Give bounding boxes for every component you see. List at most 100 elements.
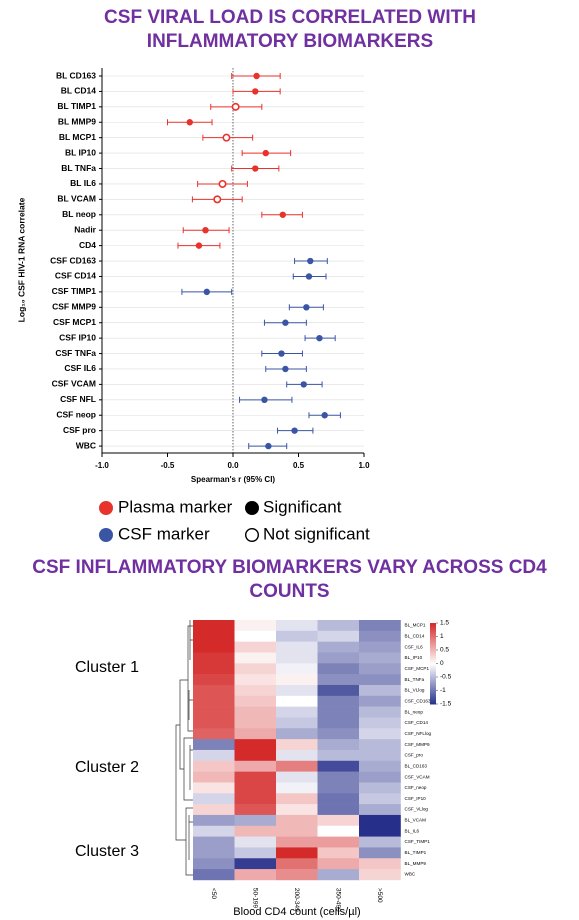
cluster-label: Cluster 1 [75,659,139,676]
colorbar-step [430,671,436,675]
colorbar-step [430,635,436,638]
legend-label: Not significant [263,524,370,543]
y-tick-label: BL VCAM [57,194,96,204]
heatmap-cell [359,706,401,718]
heatmap-cell [193,825,235,837]
heatmap-cell [234,869,277,881]
point [222,133,231,142]
heatmap-cell [193,620,235,632]
heatmap-cell [276,814,318,827]
colorbar-step [430,669,436,673]
row-label: CSF_MMP9 [405,742,430,747]
heatmap-cell [276,847,318,859]
point [252,88,259,95]
heatmap-cell [234,652,277,664]
y-tick-label: CSF CD14 [55,271,96,281]
row-label: CSF_pro [405,753,424,758]
heatmap-cell [193,684,235,697]
row-label: BL_neop [405,709,424,714]
row-label: CSF_neop [405,785,427,790]
heatmap-cell [359,804,401,816]
heatmap-cell [317,695,360,707]
forest-title: CSF VIRAL LOAD IS CORRELATED WITH INFLAM… [104,7,476,52]
x-tick-label: -0.5 [161,461,175,470]
heatmap-cell [359,782,401,794]
row-label: BL_MMP9 [405,861,427,866]
colorbar-step [430,693,436,697]
point [186,119,193,126]
y-tick-label: CSF TIMP1 [52,286,97,296]
heatmap-cell [317,728,360,740]
y-tick-label: CSF IL6 [64,363,96,373]
colorbar-step [430,679,436,683]
colorbar-step [430,627,436,630]
colorbar-step [430,685,436,689]
point [282,319,289,326]
heatmap-cell [276,674,318,686]
point [316,334,323,342]
point [278,350,285,357]
y-tick-label: CSF MCP1 [53,317,96,327]
legend-swatch [99,528,113,542]
colorbar-step [430,677,436,681]
colorbar-step [430,645,436,648]
heatmap-cell [234,793,277,805]
colorbar-label: -0.5 [440,674,452,681]
heatmap-cell [234,771,277,783]
heatmap-cell [317,706,360,718]
heatmap-cell [359,630,401,642]
heatmap-cell [234,858,277,870]
colorbar-label: 0.5 [440,647,449,654]
y-tick-label: CSF CD163 [50,255,96,265]
heatmap-cell [359,717,401,729]
heatmap-cell [317,760,360,772]
heatmap-cell [317,793,360,805]
colorbar-step [430,641,436,644]
heatmap-cell [359,739,401,751]
heatmap-cell [359,760,401,772]
heatmap-cell [193,760,235,772]
y-tick-label: CSF VCAM [52,379,96,389]
heatmap-cell [359,728,401,740]
row-label: CSF_VLlog [405,807,429,812]
heatmap-cell [234,663,277,675]
colorbar-step [430,639,436,642]
y-tick-label: CD4 [79,240,96,250]
y-tick-label: BL IL6 [70,178,96,188]
colorbar-step [430,699,436,703]
heatmap-cell [193,663,235,675]
heatmap-cell [317,630,360,642]
heatmap-cell [193,695,235,707]
heatmap-cell [359,836,401,848]
colorbar-step [430,657,436,660]
heatmap-cell [234,782,277,794]
point [303,304,310,311]
heatmap-cell [276,771,318,783]
row-label: BL_TNFa [405,677,425,682]
heatmap-cell [276,825,318,837]
colorbar-step [430,651,436,654]
legend-swatch [244,528,259,543]
y-tick-label: CSF NFL [60,394,96,404]
colorbar-step [430,661,436,664]
colorbar-step [430,683,436,687]
colorbar-step [430,673,436,677]
point [202,227,209,234]
heatmap-cell [359,652,401,664]
point [252,165,259,172]
x-tick-label: 1.0 [358,461,370,470]
heatmap-cell [234,836,277,848]
heatmap-cell [276,760,318,772]
heatmap-cell [193,836,235,848]
heatmap-cell [193,814,235,827]
colorbar-label: -1.5 [440,701,452,708]
heatmap-cell [276,804,318,816]
row-label: CSF_TIMP1 [405,839,431,844]
heatmap-cell [359,620,401,632]
heatmap-cell [276,782,318,794]
heatmap-cell [359,793,401,805]
heatmap-cell [234,804,277,816]
x-tick-label: 0.0 [227,461,239,470]
y-tick-label: BL CD14 [61,86,97,96]
heatmap-cell [234,674,277,686]
